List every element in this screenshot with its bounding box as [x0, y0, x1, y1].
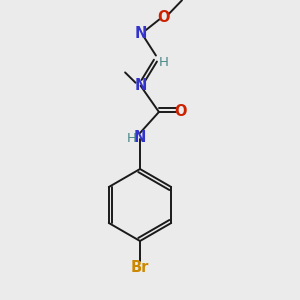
- Text: N: N: [134, 130, 146, 146]
- Text: N: N: [134, 78, 147, 93]
- Text: H: H: [127, 131, 137, 145]
- Text: O: O: [175, 104, 187, 119]
- Text: N: N: [134, 26, 147, 41]
- Text: O: O: [157, 10, 170, 25]
- Text: Br: Br: [131, 260, 149, 275]
- Text: H: H: [159, 56, 169, 69]
